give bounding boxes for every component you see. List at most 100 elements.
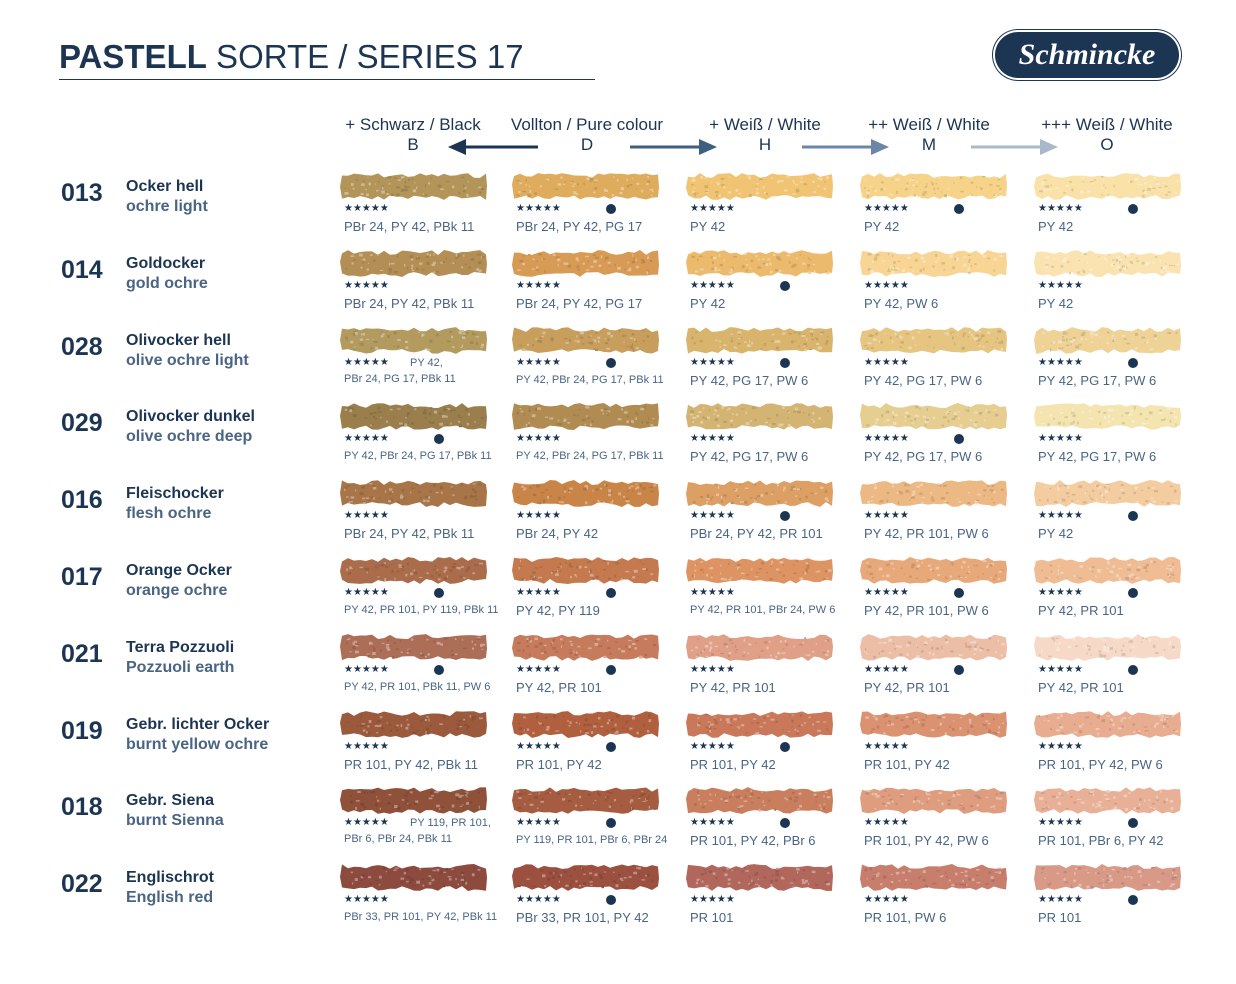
swatch-texture bbox=[704, 418, 708, 421]
swatch-body bbox=[860, 633, 1007, 661]
swatch-texture bbox=[691, 255, 696, 258]
swatch-texture bbox=[696, 878, 701, 882]
swatch-texture bbox=[692, 190, 695, 194]
swatch-texture bbox=[403, 188, 408, 192]
swatch-texture bbox=[985, 340, 989, 343]
swatch-texture bbox=[882, 259, 885, 262]
swatch-texture bbox=[396, 186, 400, 189]
swatch-texture bbox=[583, 182, 585, 185]
swatch-texture bbox=[589, 341, 593, 345]
swatch-texture bbox=[781, 876, 784, 879]
swatch-texture bbox=[626, 345, 629, 347]
swatch-texture bbox=[1087, 645, 1091, 647]
swatch-texture bbox=[641, 329, 644, 332]
swatch-texture bbox=[1122, 867, 1127, 871]
swatch-texture bbox=[361, 486, 365, 489]
swatch-texture bbox=[348, 407, 351, 411]
swatch-texture bbox=[738, 726, 740, 729]
swatch-texture bbox=[531, 268, 535, 270]
swatch-texture bbox=[544, 716, 548, 719]
swatch-texture bbox=[888, 424, 891, 428]
swatch-texture bbox=[728, 271, 733, 274]
swatch-texture bbox=[717, 182, 720, 186]
swatch-texture bbox=[451, 649, 453, 652]
swatch-texture bbox=[707, 721, 711, 723]
swatch-texture bbox=[1159, 409, 1162, 412]
swatch-texture bbox=[801, 881, 806, 885]
swatch-texture bbox=[802, 641, 805, 643]
swatch-texture bbox=[411, 269, 415, 271]
swatch-texture bbox=[1167, 407, 1170, 410]
swatch-texture bbox=[440, 188, 444, 190]
swatch-texture bbox=[994, 871, 998, 873]
swatch-texture bbox=[583, 873, 586, 876]
swatch-texture bbox=[995, 797, 999, 800]
swatch-texture bbox=[1111, 719, 1114, 722]
swatch-texture bbox=[988, 411, 991, 414]
swatch-texture bbox=[359, 253, 363, 257]
swatch-texture bbox=[428, 875, 432, 878]
swatch-texture bbox=[646, 568, 648, 572]
swatch-body bbox=[512, 249, 659, 277]
swatch-texture bbox=[759, 178, 763, 180]
swatch-texture bbox=[1107, 194, 1109, 196]
swatch-texture bbox=[422, 193, 424, 195]
swatch-texture bbox=[1116, 265, 1120, 269]
swatch-texture bbox=[1121, 882, 1125, 885]
swatch-texture bbox=[1160, 419, 1165, 422]
swatch-texture bbox=[1126, 253, 1130, 257]
swatch-texture bbox=[371, 497, 375, 500]
swatch-texture bbox=[894, 647, 896, 650]
swatch-texture bbox=[525, 184, 527, 187]
swatch-texture bbox=[366, 268, 370, 271]
swatch-texture bbox=[360, 715, 362, 718]
swatch-texture bbox=[788, 424, 791, 428]
swatch-texture bbox=[1041, 649, 1043, 652]
swatch-texture bbox=[1153, 808, 1156, 810]
swatch-texture bbox=[1128, 641, 1130, 643]
swatch-texture bbox=[690, 414, 694, 416]
swatch-texture bbox=[387, 648, 391, 651]
swatch-texture bbox=[710, 181, 713, 183]
swatch-texture bbox=[405, 868, 409, 872]
opacity-dot-icon bbox=[606, 741, 616, 752]
swatch-texture bbox=[1090, 497, 1092, 500]
color-name-german: Ocker hell bbox=[126, 178, 204, 195]
swatch-texture bbox=[1124, 876, 1127, 879]
swatch-texture bbox=[992, 731, 996, 734]
swatch-texture bbox=[820, 808, 824, 810]
swatch-texture bbox=[923, 643, 928, 646]
swatch-texture bbox=[891, 268, 894, 270]
swatch-texture bbox=[991, 563, 995, 566]
swatch-texture bbox=[650, 573, 654, 575]
swatch-texture bbox=[902, 871, 906, 874]
swatch-texture bbox=[782, 574, 785, 577]
swatch-texture bbox=[1070, 796, 1073, 799]
swatch-texture bbox=[551, 876, 556, 879]
swatch-texture bbox=[922, 416, 926, 419]
swatch-body bbox=[1034, 173, 1181, 200]
swatch-texture bbox=[536, 485, 540, 488]
swatch-texture bbox=[586, 410, 589, 412]
swatch-texture bbox=[1092, 793, 1095, 797]
swatch-texture bbox=[1127, 265, 1129, 268]
swatch-texture bbox=[419, 868, 422, 871]
swatch-texture bbox=[569, 875, 572, 877]
swatch-texture bbox=[368, 642, 373, 645]
pigment-list: PY 42, PG 17, PW 6 bbox=[864, 372, 983, 388]
swatch-texture bbox=[1057, 572, 1059, 575]
swatch-texture bbox=[895, 872, 900, 874]
swatch-texture bbox=[626, 498, 629, 501]
swatch-texture bbox=[726, 720, 730, 723]
swatch-texture bbox=[927, 794, 931, 796]
swatch-texture bbox=[743, 651, 745, 653]
swatch-texture bbox=[755, 188, 759, 190]
swatch-texture bbox=[804, 571, 806, 575]
pastel-swatch bbox=[340, 787, 487, 815]
lightfastness-stars: ★★★★★ bbox=[516, 356, 561, 368]
swatch-texture bbox=[823, 795, 825, 798]
swatch-texture bbox=[590, 265, 594, 268]
swatch-texture bbox=[461, 176, 464, 179]
swatch-texture bbox=[947, 799, 952, 802]
swatch-texture bbox=[401, 881, 404, 884]
